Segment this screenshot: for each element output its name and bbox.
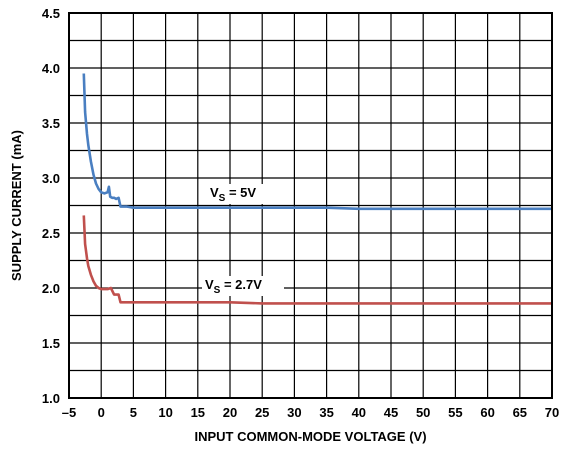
y-tick-label: 1.5 bbox=[42, 336, 60, 351]
series-label: VS = 2.7V bbox=[205, 277, 262, 296]
y-tick-label: 2.5 bbox=[42, 226, 60, 241]
x-tick-label: –5 bbox=[62, 405, 76, 420]
x-tick-labels: –5 0 5 10 15 20 25 30 35 40 45 50 55 60 65 70 bbox=[62, 405, 559, 420]
plot-frame bbox=[68, 12, 553, 399]
x-tick-label: 15 bbox=[191, 405, 205, 420]
x-tick-label: 40 bbox=[352, 405, 366, 420]
y-axis-title: SUPPLY CURRENT (mA) bbox=[9, 130, 24, 281]
x-tick-label: 65 bbox=[513, 405, 527, 420]
x-tick-label: 30 bbox=[287, 405, 301, 420]
y-tick-label: 4.5 bbox=[42, 6, 60, 21]
series-label-background bbox=[207, 184, 269, 204]
series-labels: VS = 5V VS = 2.7V bbox=[202, 184, 284, 296]
y-tick-label: 4.0 bbox=[42, 61, 60, 76]
y-tick-label: 2.0 bbox=[42, 281, 60, 296]
series-lines bbox=[82, 73, 552, 305]
x-tick-label: 45 bbox=[384, 405, 398, 420]
y-tick-labels: 1.0 1.5 2.0 2.5 3.0 3.5 4.0 4.5 bbox=[42, 6, 60, 406]
series-line bbox=[82, 73, 552, 211]
series-label-background bbox=[202, 276, 284, 296]
x-tick-label: 25 bbox=[255, 405, 269, 420]
x-tick-label: 35 bbox=[319, 405, 333, 420]
x-tick-label: 60 bbox=[480, 405, 494, 420]
x-tick-label: 0 bbox=[98, 405, 105, 420]
x-tick-label: 10 bbox=[158, 405, 172, 420]
y-tick-label: 3.5 bbox=[42, 116, 60, 131]
x-tick-label: 20 bbox=[223, 405, 237, 420]
x-tick-label: 70 bbox=[545, 405, 559, 420]
y-tick-label: 3.0 bbox=[42, 171, 60, 186]
x-tick-label: 5 bbox=[130, 405, 137, 420]
grid bbox=[68, 12, 553, 399]
x-axis-title: INPUT COMMON-MODE VOLTAGE (V) bbox=[194, 429, 426, 444]
y-tick-label: 1.0 bbox=[42, 391, 60, 406]
x-tick-label: 50 bbox=[416, 405, 430, 420]
x-tick-label: 55 bbox=[448, 405, 462, 420]
series-line bbox=[82, 215, 552, 305]
series-label: VS = 5V bbox=[210, 185, 256, 204]
